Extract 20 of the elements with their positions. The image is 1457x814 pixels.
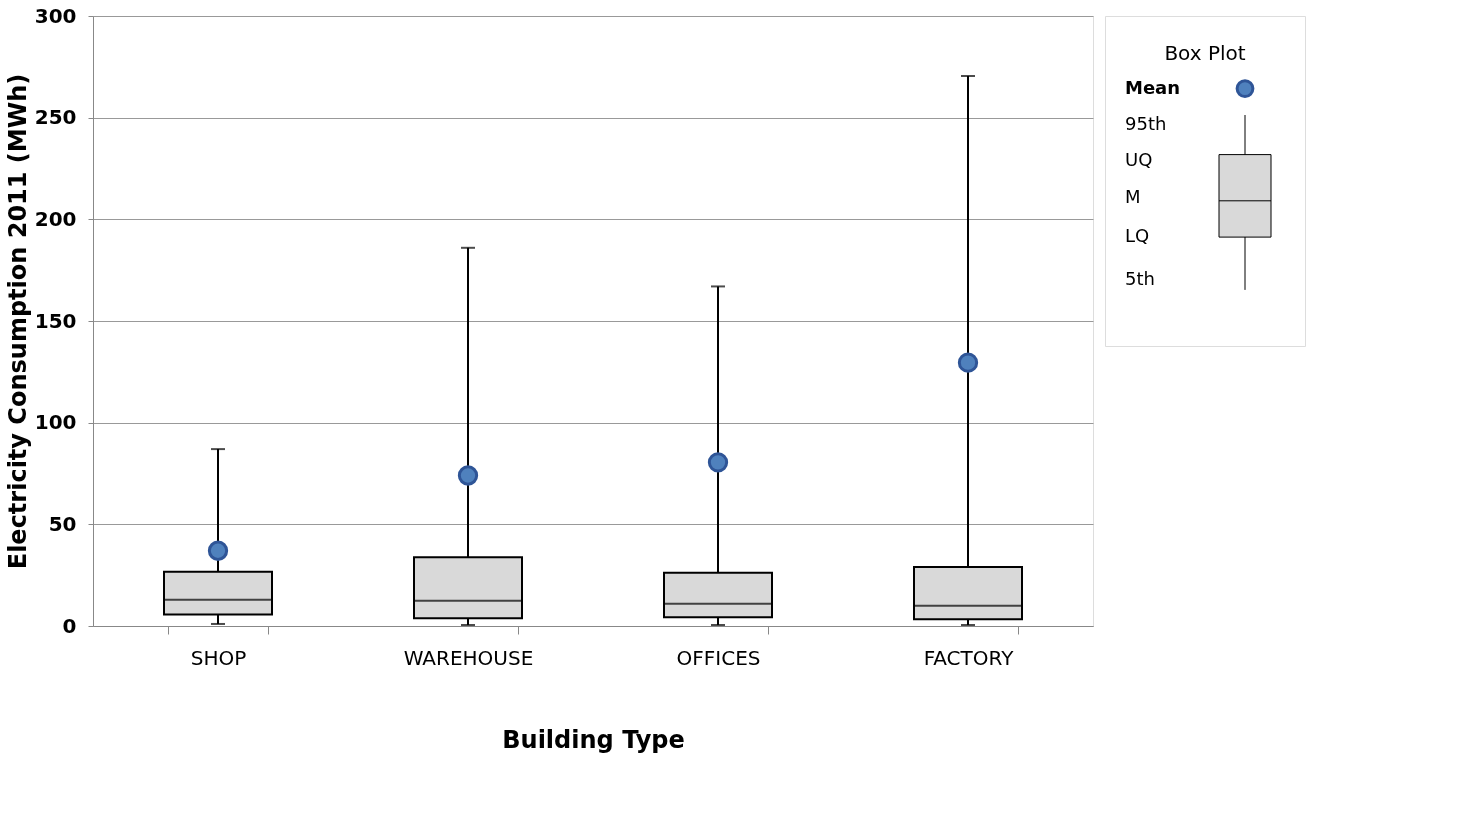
- x-axis-title: Building Type: [502, 725, 685, 754]
- text: UQ: [1125, 149, 1153, 171]
- y-axis-title: Electricity Consumption 2011 (MWh): [3, 73, 32, 570]
- y-tick-label: 0: [62, 613, 77, 638]
- y-tick-label: 100: [34, 410, 77, 435]
- y-tick-label: 50: [48, 511, 77, 536]
- legend-title: Box Plot: [1164, 41, 1246, 65]
- y-tick-label: 300: [34, 3, 77, 28]
- x-tick-label: FACTORY: [923, 645, 1015, 670]
- x-tick-label: OFFICES: [676, 645, 761, 670]
- y-tick-label: 150: [34, 308, 77, 333]
- text: M: [1125, 185, 1141, 207]
- y-tick-label: 200: [34, 206, 77, 231]
- x-tick-label: WAREHOUSE: [403, 645, 534, 670]
- text: 5th: [1125, 268, 1155, 289]
- text: LQ: [1125, 225, 1150, 247]
- x-tick-label: SHOP: [190, 645, 247, 670]
- text: 95th: [1125, 112, 1167, 134]
- text: Mean: [1125, 76, 1181, 98]
- y-tick-label: 250: [34, 105, 77, 130]
